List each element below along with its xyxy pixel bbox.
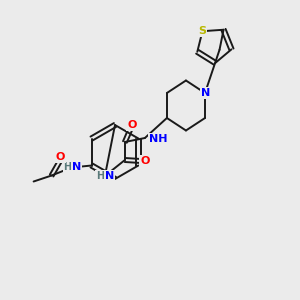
Text: N: N xyxy=(201,88,211,98)
Text: NH: NH xyxy=(149,134,167,144)
Text: S: S xyxy=(198,26,206,36)
Text: H: H xyxy=(96,171,104,181)
Text: N: N xyxy=(72,163,81,172)
Text: O: O xyxy=(127,120,136,130)
Text: O: O xyxy=(56,152,65,163)
Text: O: O xyxy=(140,156,150,166)
Text: H: H xyxy=(64,163,72,172)
Text: N: N xyxy=(105,171,115,181)
